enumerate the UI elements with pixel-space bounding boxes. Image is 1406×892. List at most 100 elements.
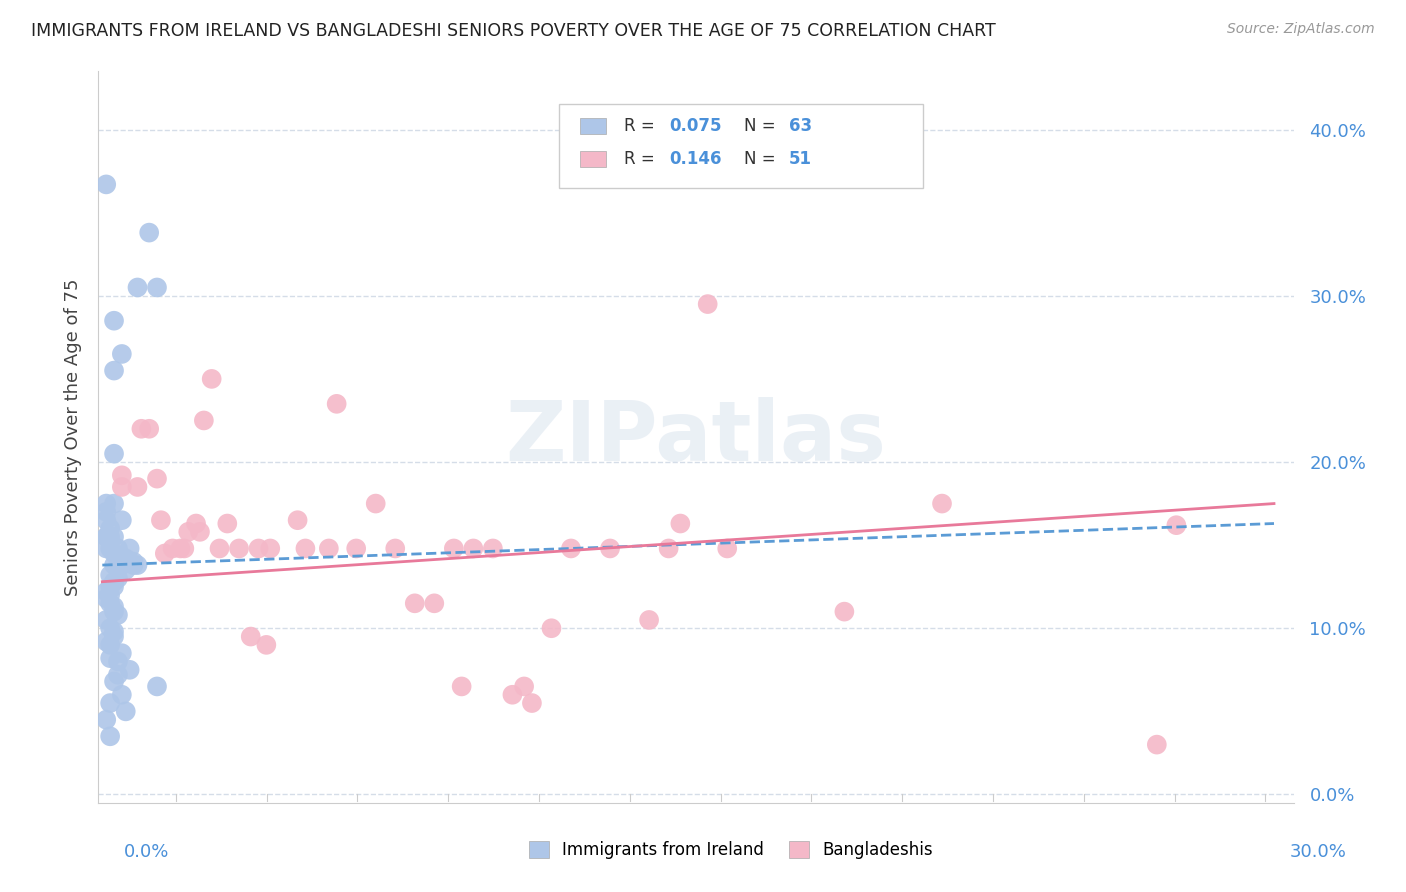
Point: [127, 558, 149, 573]
Point: [98, 588, 121, 602]
Point: [103, 314, 125, 328]
Point: [208, 541, 231, 556]
Point: [177, 524, 200, 539]
Point: [540, 621, 562, 635]
Legend: Immigrants from Ireland, Bangladeshis: Immigrants from Ireland, Bangladeshis: [529, 840, 934, 859]
Point: [96, 178, 118, 192]
Point: [103, 546, 125, 560]
Point: [111, 688, 134, 702]
Point: [127, 480, 149, 494]
Point: [193, 413, 215, 427]
Text: 30.0%: 30.0%: [1291, 843, 1347, 861]
Point: [98, 651, 121, 665]
Point: [103, 530, 125, 544]
Point: [111, 558, 134, 573]
FancyBboxPatch shape: [581, 118, 606, 135]
Point: [98, 521, 121, 535]
Point: [716, 541, 738, 556]
Point: [153, 546, 176, 560]
Point: [127, 280, 149, 294]
Point: [318, 541, 340, 556]
Point: [103, 447, 125, 461]
Point: [344, 541, 367, 556]
Point: [96, 541, 118, 556]
Point: [287, 513, 309, 527]
Point: [1166, 518, 1188, 533]
Text: ZIPatlas: ZIPatlas: [506, 397, 886, 477]
Point: [107, 558, 129, 573]
Point: [98, 621, 121, 635]
Point: [188, 524, 211, 539]
Point: [638, 613, 661, 627]
Point: [450, 680, 472, 694]
Point: [111, 468, 134, 483]
Text: N =: N =: [744, 117, 780, 136]
Point: [111, 646, 134, 660]
Point: [111, 347, 134, 361]
Point: [96, 584, 118, 599]
Point: [146, 472, 169, 486]
Point: [98, 696, 121, 710]
Point: [96, 530, 118, 544]
Point: [103, 497, 125, 511]
Point: [294, 541, 316, 556]
Point: [114, 551, 136, 566]
Point: [259, 541, 281, 556]
Point: [114, 563, 136, 577]
Point: [184, 516, 207, 531]
Text: R =: R =: [624, 150, 661, 168]
Point: [560, 541, 582, 556]
Point: [96, 634, 118, 648]
Point: [96, 591, 118, 606]
Text: R =: R =: [624, 117, 661, 136]
Text: 0.0%: 0.0%: [124, 843, 169, 861]
Point: [162, 541, 184, 556]
Point: [103, 574, 125, 589]
Point: [463, 541, 485, 556]
Point: [1146, 738, 1168, 752]
Point: [96, 613, 118, 627]
Text: IMMIGRANTS FROM IRELAND VS BANGLADESHI SENIORS POVERTY OVER THE AGE OF 75 CORREL: IMMIGRANTS FROM IRELAND VS BANGLADESHI S…: [31, 22, 995, 40]
Point: [122, 555, 145, 569]
Point: [96, 713, 118, 727]
Point: [201, 372, 224, 386]
Point: [169, 541, 191, 556]
Point: [173, 541, 195, 556]
Point: [146, 280, 169, 294]
Point: [501, 688, 523, 702]
Point: [103, 624, 125, 639]
Text: 0.075: 0.075: [669, 117, 723, 136]
Text: 0.146: 0.146: [669, 150, 723, 168]
Point: [254, 638, 277, 652]
Point: [111, 551, 134, 566]
Point: [103, 630, 125, 644]
Point: [107, 607, 129, 622]
Point: [149, 513, 172, 527]
Point: [696, 297, 718, 311]
Point: [146, 680, 169, 694]
Point: [599, 541, 621, 556]
Text: 63: 63: [789, 117, 813, 136]
Point: [247, 541, 270, 556]
Point: [98, 596, 121, 610]
Text: N =: N =: [744, 150, 780, 168]
Y-axis label: Seniors Poverty Over the Age of 75: Seniors Poverty Over the Age of 75: [63, 278, 82, 596]
Point: [98, 580, 121, 594]
Point: [98, 729, 121, 743]
Point: [669, 516, 692, 531]
Point: [118, 663, 141, 677]
Point: [228, 541, 250, 556]
Point: [931, 497, 953, 511]
Point: [103, 599, 125, 614]
FancyBboxPatch shape: [581, 151, 606, 167]
Point: [513, 680, 536, 694]
Point: [98, 530, 121, 544]
Point: [520, 696, 543, 710]
Point: [98, 568, 121, 582]
Point: [103, 674, 125, 689]
Point: [423, 596, 446, 610]
Point: [96, 530, 118, 544]
Point: [96, 497, 118, 511]
Point: [96, 505, 118, 519]
Point: [98, 541, 121, 556]
